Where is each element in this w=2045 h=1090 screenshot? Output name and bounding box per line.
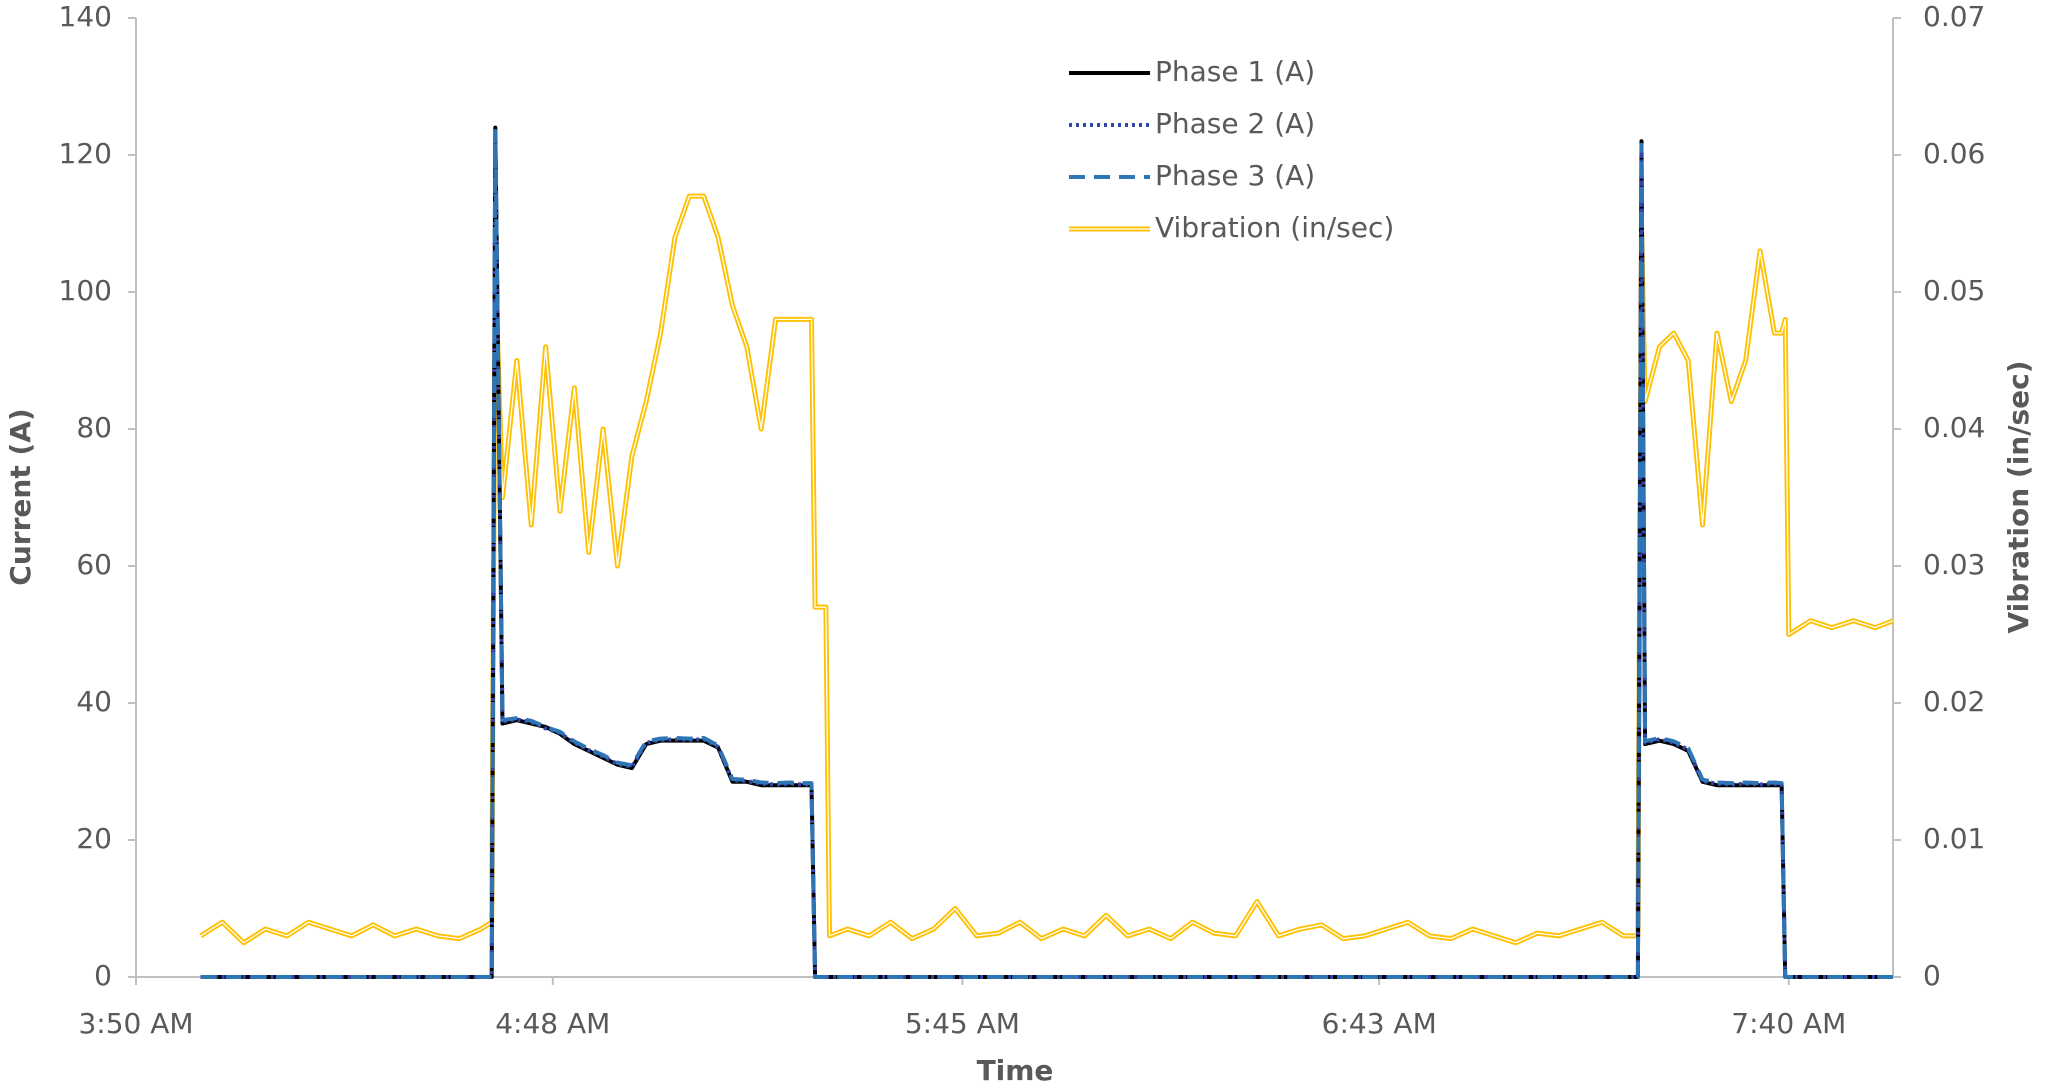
y-tick-label: 20 xyxy=(76,822,112,855)
y2-tick-label: 0.03 xyxy=(1923,548,1985,581)
y2-tick-label: 0.05 xyxy=(1923,274,1985,307)
y-axis-title: Current (A) xyxy=(4,408,37,585)
series-line-inner xyxy=(200,195,1894,944)
y2-tick-label: 0.07 xyxy=(1923,0,1985,33)
y-tick-label: 40 xyxy=(76,685,112,718)
x-axis-title: Time xyxy=(977,1054,1054,1087)
legend-label: Phase 2 (A) xyxy=(1155,107,1315,140)
y2-tick-label: 0.04 xyxy=(1923,411,1985,444)
y-tick-label: 60 xyxy=(76,548,112,581)
y-tick-label: 140 xyxy=(59,0,112,33)
x-tick-label: 7:40 AM xyxy=(1731,1007,1846,1040)
legend-label: Phase 3 (A) xyxy=(1155,159,1315,192)
y2-tick-label: 0.02 xyxy=(1923,685,1985,718)
x-tick-label: 4:48 AM xyxy=(495,1007,610,1040)
y-tick-label: 120 xyxy=(59,137,112,170)
y2-tick-label: 0 xyxy=(1923,959,1941,992)
y2-axis-title: Vibration (in/sec) xyxy=(2002,360,2035,633)
x-tick-label: 3:50 AM xyxy=(78,1007,193,1040)
y-tick-label: 0 xyxy=(94,959,112,992)
y-tick-label: 100 xyxy=(59,274,112,307)
x-tick-label: 6:43 AM xyxy=(1322,1007,1437,1040)
legend-label: Phase 1 (A) xyxy=(1155,55,1315,88)
series-line xyxy=(200,129,1893,979)
y-tick-label: 80 xyxy=(76,411,112,444)
y2-tick-label: 0.01 xyxy=(1923,822,1985,855)
legend-label: Vibration (in/sec) xyxy=(1155,211,1394,244)
x-tick-label: 5:45 AM xyxy=(905,1007,1020,1040)
y2-tick-label: 0.06 xyxy=(1923,137,1985,170)
